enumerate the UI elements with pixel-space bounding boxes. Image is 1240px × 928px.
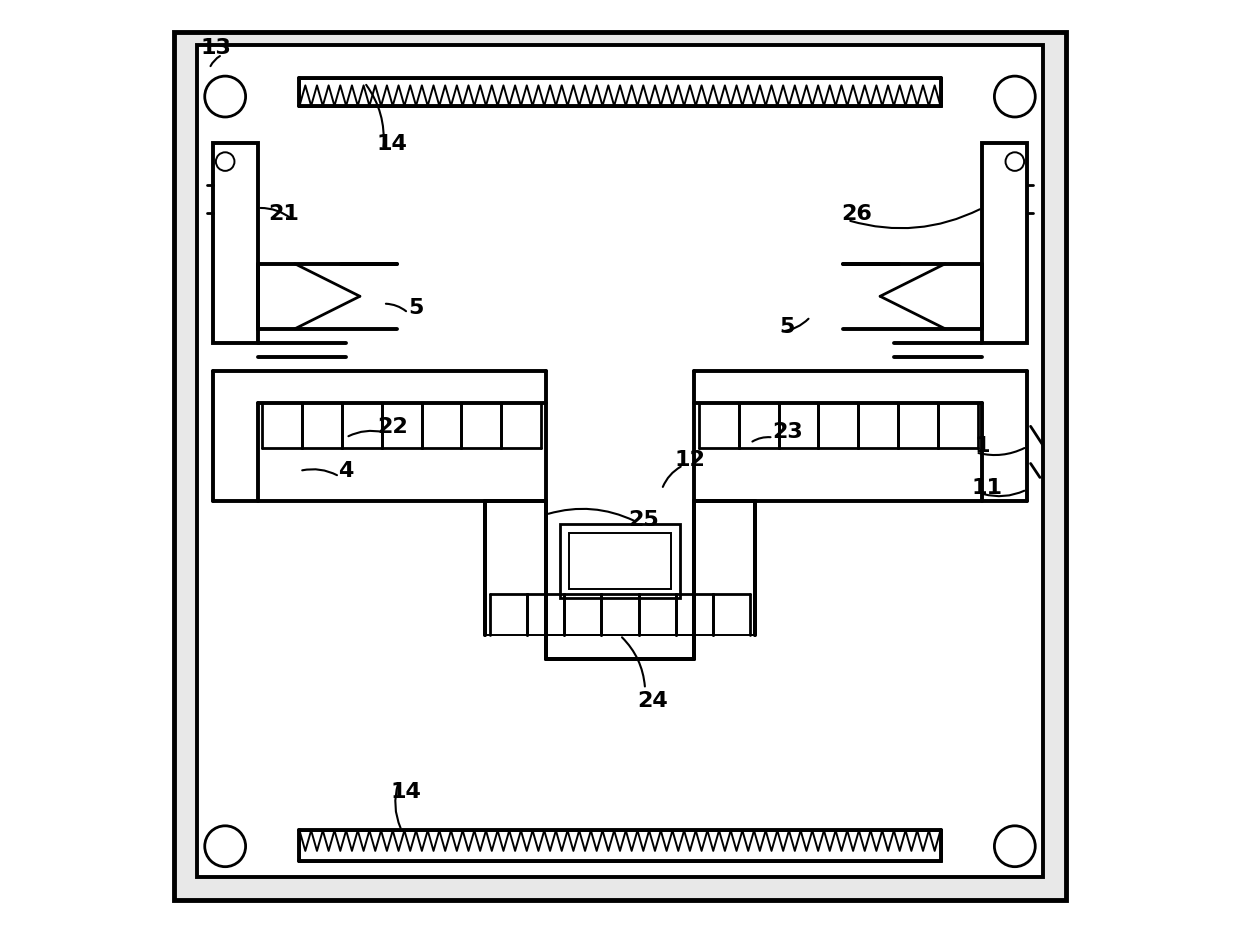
Text: 25: 25 [627, 509, 658, 530]
Text: 22: 22 [377, 417, 408, 437]
Bar [559, 524, 681, 599]
Text: 4: 4 [339, 460, 353, 481]
Bar [982, 144, 1027, 343]
Text: 21: 21 [268, 203, 299, 224]
Text: 24: 24 [637, 690, 668, 711]
Text: 26: 26 [842, 203, 872, 224]
Text: 5: 5 [780, 316, 795, 337]
Bar [197, 46, 1043, 877]
Text: 12: 12 [675, 449, 706, 470]
Text: 14: 14 [377, 134, 408, 154]
Bar [569, 534, 671, 589]
Bar [300, 831, 940, 861]
Text: 11: 11 [971, 477, 1002, 497]
Text: 1: 1 [975, 435, 990, 456]
Bar [213, 144, 258, 343]
Text: 23: 23 [771, 421, 802, 442]
Text: 13: 13 [201, 38, 232, 58]
Text: 5: 5 [408, 298, 423, 318]
Text: 14: 14 [391, 780, 422, 801]
Bar [300, 79, 940, 107]
